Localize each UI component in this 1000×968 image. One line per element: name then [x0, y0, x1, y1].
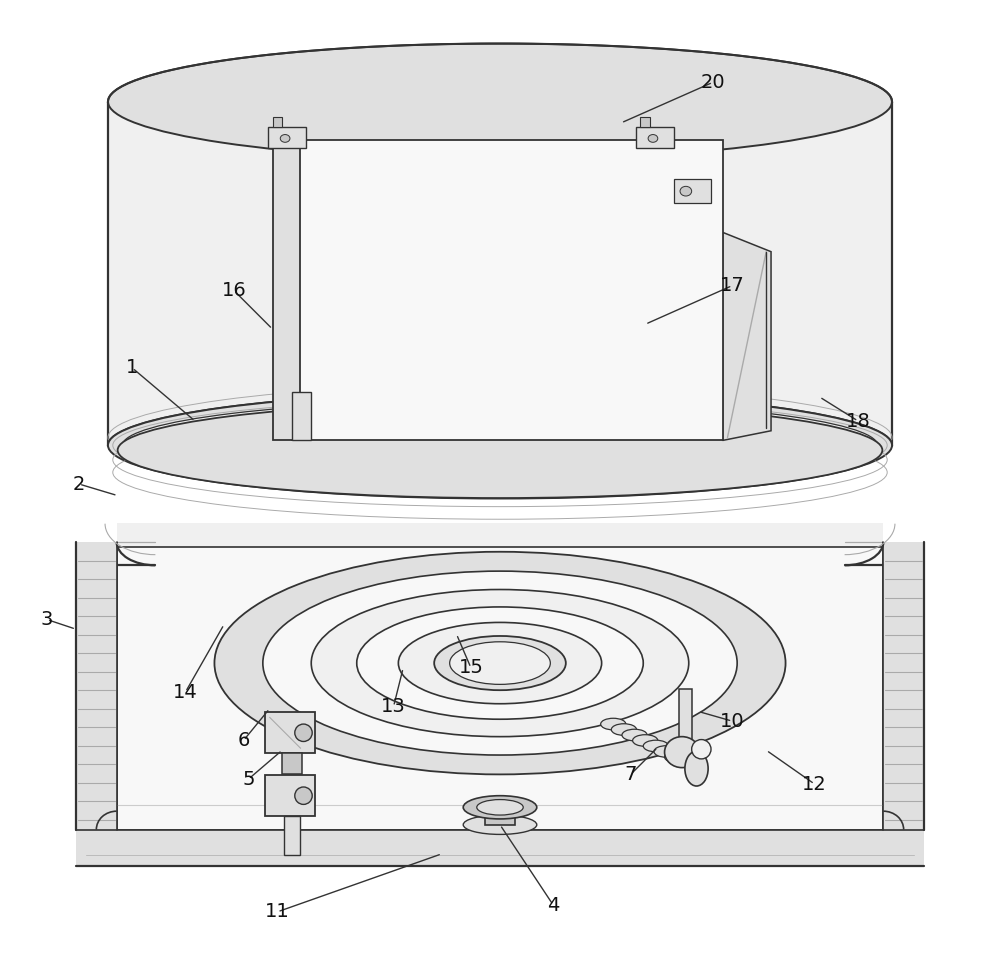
Ellipse shape: [357, 607, 643, 719]
Ellipse shape: [685, 751, 708, 786]
Bar: [273, 117, 282, 127]
Ellipse shape: [398, 622, 602, 704]
Text: 16: 16: [221, 281, 246, 300]
Ellipse shape: [665, 737, 699, 768]
Bar: [282, 753, 302, 774]
Bar: [292, 392, 311, 440]
Bar: [273, 131, 300, 440]
Text: 13: 13: [381, 697, 406, 716]
Ellipse shape: [665, 751, 690, 763]
Text: 6: 6: [237, 731, 250, 750]
Text: 14: 14: [173, 682, 198, 702]
Ellipse shape: [463, 796, 537, 819]
Bar: [679, 689, 692, 757]
Bar: [292, 140, 723, 440]
Polygon shape: [723, 232, 771, 440]
Bar: [117, 523, 883, 866]
Ellipse shape: [434, 636, 566, 690]
Ellipse shape: [680, 186, 692, 197]
Ellipse shape: [108, 44, 892, 160]
Text: 1: 1: [126, 358, 138, 378]
Text: 15: 15: [459, 658, 483, 678]
Ellipse shape: [611, 724, 636, 736]
Text: 4: 4: [547, 895, 559, 915]
Bar: [117, 547, 883, 830]
Text: 3: 3: [41, 610, 53, 629]
Text: 5: 5: [242, 770, 255, 789]
Ellipse shape: [601, 718, 626, 730]
Ellipse shape: [463, 815, 537, 834]
Bar: [883, 542, 924, 830]
Ellipse shape: [633, 735, 658, 746]
Bar: [485, 807, 515, 825]
Text: 2: 2: [73, 474, 85, 494]
Bar: [265, 775, 315, 816]
Ellipse shape: [692, 740, 711, 759]
Ellipse shape: [654, 745, 679, 757]
Bar: [76, 542, 117, 830]
Ellipse shape: [118, 403, 882, 498]
Text: 7: 7: [624, 765, 637, 784]
Text: 20: 20: [701, 73, 725, 92]
Bar: [268, 127, 306, 148]
Ellipse shape: [643, 741, 668, 752]
Ellipse shape: [622, 729, 647, 741]
Text: 18: 18: [846, 411, 871, 431]
Ellipse shape: [122, 400, 878, 491]
Text: 11: 11: [265, 902, 290, 922]
Text: 12: 12: [802, 774, 827, 794]
Ellipse shape: [311, 590, 689, 737]
Bar: [636, 127, 674, 148]
Bar: [284, 816, 300, 855]
Text: 10: 10: [720, 711, 745, 731]
Polygon shape: [108, 44, 892, 445]
Bar: [674, 179, 711, 203]
Ellipse shape: [295, 787, 312, 804]
Ellipse shape: [450, 642, 550, 684]
Bar: [265, 712, 315, 753]
Bar: [76, 830, 924, 866]
Ellipse shape: [477, 800, 523, 815]
Ellipse shape: [280, 135, 290, 142]
Text: 17: 17: [720, 276, 745, 295]
Ellipse shape: [648, 135, 658, 142]
Ellipse shape: [263, 571, 737, 755]
Ellipse shape: [214, 552, 786, 774]
Ellipse shape: [108, 392, 892, 499]
Bar: [640, 117, 650, 127]
Ellipse shape: [295, 724, 312, 741]
